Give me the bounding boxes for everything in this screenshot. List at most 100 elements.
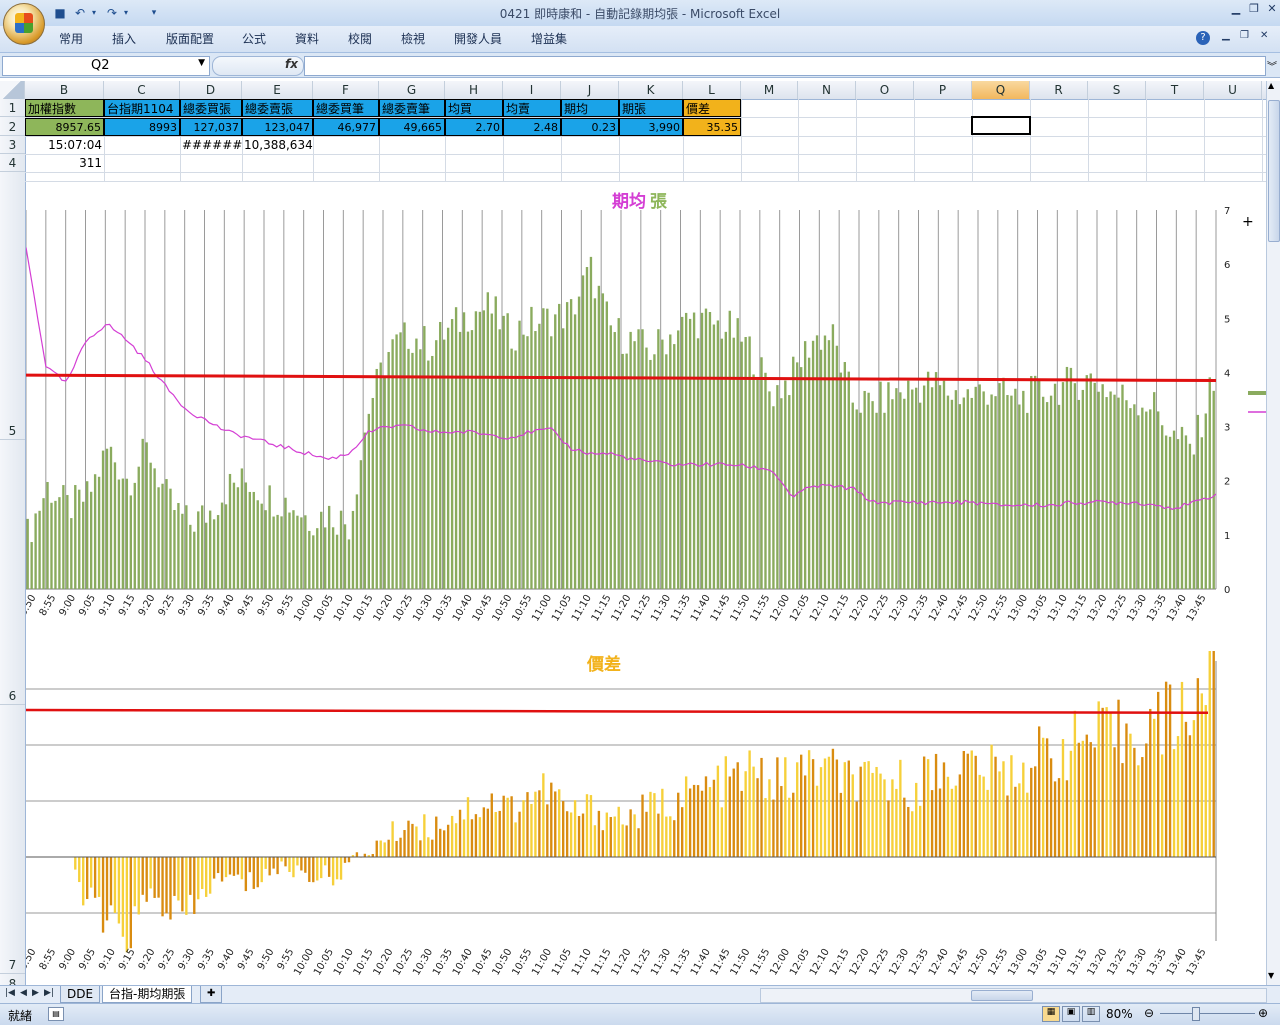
row-header-6[interactable]: 6 xyxy=(0,687,25,705)
sheet-tab-active[interactable]: 台指-期均期張 xyxy=(102,986,193,1003)
macro-record-icon[interactable]: ▤ xyxy=(48,1007,64,1021)
column-header-c[interactable]: C xyxy=(104,81,180,99)
last-sheet-icon[interactable]: ▶| xyxy=(44,988,54,998)
row-header-7[interactable]: 7 xyxy=(0,956,25,974)
column-header-n[interactable]: N xyxy=(798,81,856,99)
cell-jJ[interactable]: 0.23 xyxy=(561,118,619,136)
cell-bB[interactable]: 311 xyxy=(79,156,102,170)
save-icon[interactable]: ■ xyxy=(54,6,66,20)
cell-hH[interactable]: 均買 xyxy=(445,99,503,117)
cell-bB[interactable]: 15:07:04 xyxy=(48,138,102,152)
cell-bB[interactable]: 加權指數 xyxy=(25,99,104,117)
cell-gG[interactable]: 總委賣筆 xyxy=(379,99,445,117)
horizontal-scroll-thumb[interactable] xyxy=(971,990,1033,1001)
tab-data[interactable]: 資料 xyxy=(295,32,320,46)
undo-dropdown-icon[interactable]: ▾ xyxy=(91,8,96,17)
cell-jJ[interactable]: 期均 xyxy=(561,99,619,117)
name-box[interactable]: Q2 ▼ xyxy=(2,56,210,76)
vertical-scrollbar[interactable]: ▲ ▼ xyxy=(1266,81,1280,985)
cell-lL[interactable]: 35.35 xyxy=(683,118,741,136)
scroll-up-icon[interactable]: ▲ xyxy=(1268,81,1275,90)
cell-kK[interactable]: 3,990 xyxy=(619,118,683,136)
minimize-icon[interactable]: ▁ xyxy=(1231,2,1241,15)
zoom-slider-handle[interactable] xyxy=(1192,1007,1200,1021)
column-header-f[interactable]: F xyxy=(313,81,379,99)
column-header-h[interactable]: H xyxy=(445,81,503,99)
tab-formulas[interactable]: 公式 xyxy=(242,32,267,46)
select-all-corner[interactable] xyxy=(0,81,25,99)
row-header-5[interactable]: 5 xyxy=(0,422,25,440)
row-header-1[interactable]: 1 xyxy=(0,99,25,117)
formula-input[interactable] xyxy=(304,56,1266,76)
ribbon-restore-icon[interactable]: ❐ xyxy=(1240,30,1249,41)
column-header-s[interactable]: S xyxy=(1088,81,1146,99)
tab-page-layout[interactable]: 版面配置 xyxy=(166,32,215,46)
redo-icon[interactable]: ↷ xyxy=(106,6,118,20)
column-header-b[interactable]: B xyxy=(25,81,104,99)
tab-review[interactable]: 校閱 xyxy=(348,32,373,46)
zoom-level[interactable]: 80% xyxy=(1106,1007,1133,1021)
scroll-down-icon[interactable]: ▼ xyxy=(1268,971,1275,980)
cell-eE[interactable]: 123,047 xyxy=(242,118,313,136)
column-header-i[interactable]: I xyxy=(503,81,561,99)
zoom-in-icon[interactable]: ⊕ xyxy=(1258,1006,1269,1020)
column-header-o[interactable]: O xyxy=(856,81,914,99)
row-header-4[interactable]: 4 xyxy=(0,154,25,172)
column-header-e[interactable]: E xyxy=(242,81,313,99)
cell-cC[interactable]: 8993 xyxy=(104,118,180,136)
zoom-out-icon[interactable]: ⊖ xyxy=(1144,1006,1155,1020)
cell-eE[interactable]: 總委賣張 xyxy=(242,99,313,117)
cell-dD[interactable]: 127,037 xyxy=(180,118,242,136)
column-header-p[interactable]: P xyxy=(914,81,972,99)
ribbon-minimize-icon[interactable]: ▁ xyxy=(1222,30,1230,41)
cell-bB[interactable]: 8957.65 xyxy=(25,118,104,136)
column-header-t[interactable]: T xyxy=(1146,81,1204,99)
restore-icon[interactable]: ❐ xyxy=(1249,2,1259,15)
tab-home[interactable]: 常用 xyxy=(59,32,84,46)
cell-eE[interactable]: 10,388,634 xyxy=(244,138,313,152)
row-header-3[interactable]: 3 xyxy=(0,136,25,154)
tab-developer[interactable]: 開發人員 xyxy=(454,32,503,46)
column-header-g[interactable]: G xyxy=(379,81,445,99)
cell-cC[interactable]: 台指期1104 xyxy=(104,99,180,117)
normal-view-icon[interactable]: ▦ xyxy=(1042,1006,1060,1022)
office-button[interactable] xyxy=(3,3,45,45)
expand-formula-icon[interactable]: ︾ xyxy=(1267,62,1277,73)
name-box-dropdown-icon[interactable]: ▼ xyxy=(198,58,205,68)
redo-dropdown-icon[interactable]: ▾ xyxy=(123,8,128,17)
cell-iI[interactable]: 均賣 xyxy=(503,99,561,117)
column-header-q[interactable]: Q xyxy=(972,81,1030,99)
column-header-d[interactable]: D xyxy=(180,81,242,99)
page-layout-view-icon[interactable]: ▣ xyxy=(1062,1006,1080,1022)
cell-fF[interactable]: 46,977 xyxy=(313,118,379,136)
cell-fF[interactable]: 總委買筆 xyxy=(313,99,379,117)
ribbon-close-icon[interactable]: ✕ xyxy=(1260,30,1269,41)
selected-cell[interactable] xyxy=(971,116,1031,135)
cell-dD[interactable]: ######### xyxy=(182,138,242,152)
cell-kK[interactable]: 期張 xyxy=(619,99,683,117)
undo-icon[interactable]: ↶ xyxy=(74,6,86,20)
page-break-view-icon[interactable]: ▥ xyxy=(1082,1006,1100,1022)
sheet-tab-dde[interactable]: DDE xyxy=(60,986,101,1003)
column-header-m[interactable]: M xyxy=(741,81,798,99)
tab-insert[interactable]: 插入 xyxy=(112,32,137,46)
prev-sheet-icon[interactable]: ◀ xyxy=(20,988,27,998)
cell-hH[interactable]: 2.70 xyxy=(445,118,503,136)
customize-toolbar-icon[interactable]: ▾ xyxy=(151,8,157,18)
vertical-scroll-thumb[interactable] xyxy=(1268,100,1280,242)
cell-lL[interactable]: 價差 xyxy=(683,99,741,117)
tab-addins[interactable]: 增益集 xyxy=(531,32,568,46)
column-header-l[interactable]: L xyxy=(683,81,741,99)
insert-function-icon[interactable]: fx xyxy=(285,57,298,71)
cell-gG[interactable]: 49,665 xyxy=(379,118,445,136)
help-icon[interactable]: ? xyxy=(1196,31,1210,45)
column-header-u[interactable]: U xyxy=(1204,81,1262,99)
row-header-2[interactable]: 2 xyxy=(0,118,25,136)
first-sheet-icon[interactable]: |◀ xyxy=(5,988,15,998)
column-header-k[interactable]: K xyxy=(619,81,683,99)
next-sheet-icon[interactable]: ▶ xyxy=(32,988,39,998)
spread-chart[interactable]: 價差8:50 8:55 9:00 9:05 9:10 9:15 9:20 9:25 9:30 9:… xyxy=(26,651,1266,984)
cell-dD[interactable]: 總委買張 xyxy=(180,99,242,117)
zoom-slider[interactable] xyxy=(1160,1013,1255,1014)
